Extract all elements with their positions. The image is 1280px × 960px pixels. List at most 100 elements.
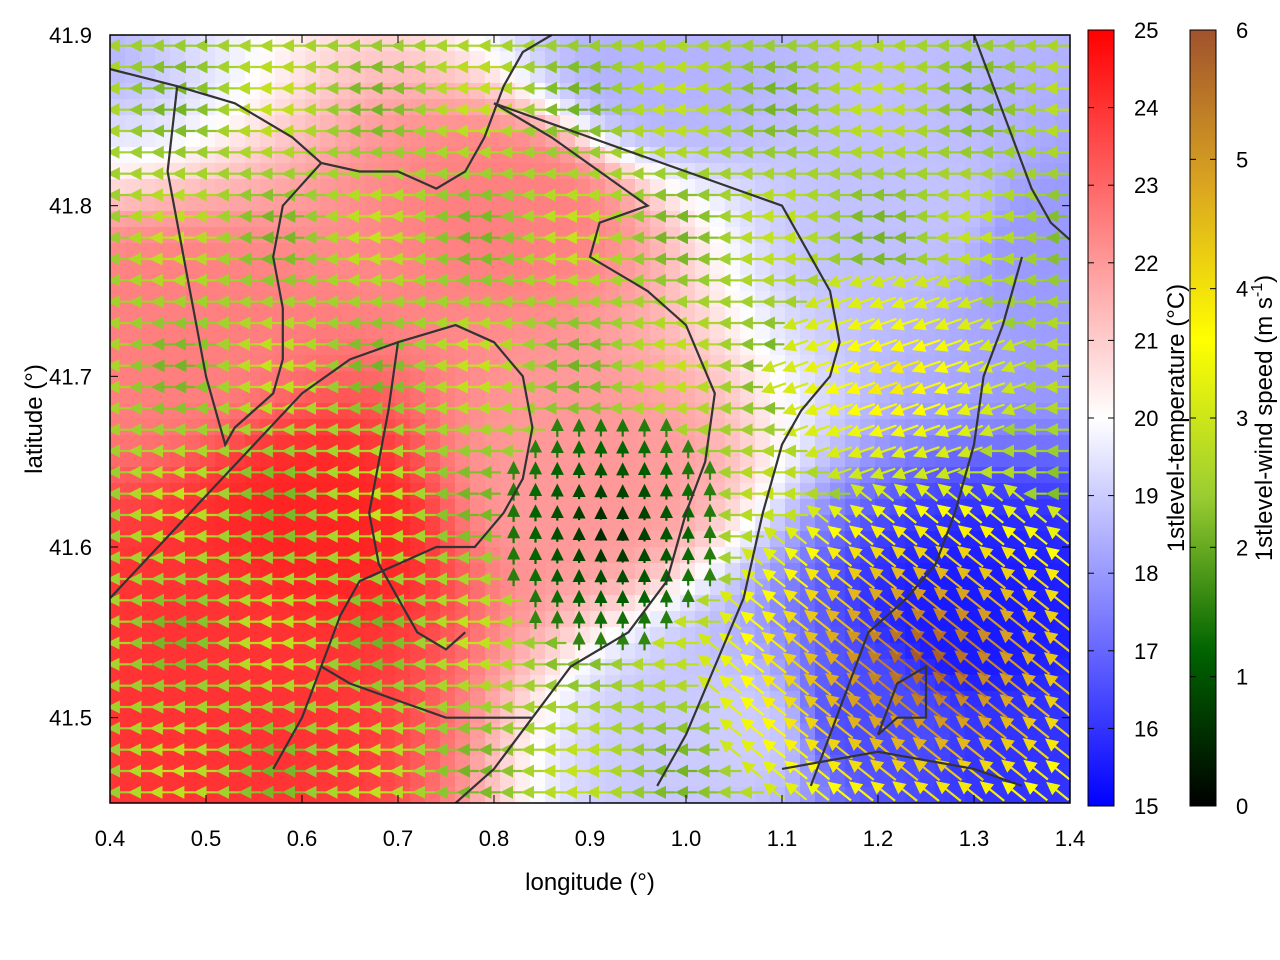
heat-cell — [170, 99, 186, 116]
heat-cell — [605, 339, 621, 356]
heat-cell — [860, 451, 876, 468]
heat-cell — [380, 179, 396, 196]
heat-cell — [965, 131, 981, 148]
heat-cell — [425, 83, 441, 100]
heat-cell — [1055, 451, 1070, 468]
heat-cell — [545, 643, 561, 660]
heat-cell — [935, 51, 951, 68]
heat-cell — [215, 691, 231, 708]
heat-cell — [1025, 83, 1041, 100]
heat-cell — [665, 131, 681, 148]
heat-cell — [935, 307, 951, 324]
heat-cell — [230, 691, 246, 708]
heat-cell — [920, 147, 936, 164]
heat-cell — [785, 435, 801, 452]
heat-cell — [635, 179, 651, 196]
heat-cell — [605, 355, 621, 372]
heat-cell — [140, 643, 156, 660]
heat-cell — [245, 755, 261, 772]
heat-cell — [725, 403, 741, 420]
heat-cell — [785, 467, 801, 484]
heat-cell — [620, 131, 636, 148]
heat-cell — [650, 595, 666, 612]
heat-cell — [845, 115, 861, 132]
heat-cell — [530, 691, 546, 708]
heat-cell — [800, 483, 816, 500]
heat-cell — [860, 67, 876, 84]
heat-cell — [635, 723, 651, 740]
heat-cell — [530, 675, 546, 692]
heat-cell — [440, 435, 456, 452]
heat-cell — [365, 755, 381, 772]
heat-cell — [665, 259, 681, 276]
heat-cell — [170, 659, 186, 676]
heat-cell — [155, 355, 171, 372]
heat-cell — [740, 147, 756, 164]
heat-cell — [125, 387, 141, 404]
heat-cell — [125, 115, 141, 132]
heat-cell — [1055, 691, 1070, 708]
colorbar-tick-label: 22 — [1134, 251, 1158, 276]
heat-cell — [125, 467, 141, 484]
heat-cell — [260, 467, 276, 484]
heat-cell — [365, 643, 381, 660]
heat-cell — [635, 499, 651, 516]
heat-cell — [110, 403, 126, 420]
heat-cell — [425, 563, 441, 580]
heat-cell — [245, 451, 261, 468]
heat-cell — [965, 51, 981, 68]
heat-cell — [575, 499, 591, 516]
heat-cell — [140, 275, 156, 292]
heat-cell — [920, 499, 936, 516]
heat-cell — [650, 627, 666, 644]
heat-cell — [890, 227, 906, 244]
heat-cell — [290, 307, 306, 324]
heat-cell — [815, 131, 831, 148]
heat-cell — [365, 579, 381, 596]
heat-cell — [350, 739, 366, 756]
heat-cell — [245, 659, 261, 676]
heat-cell — [185, 51, 201, 68]
heat-cell — [995, 35, 1011, 52]
heat-cell — [920, 227, 936, 244]
heat-cell — [470, 259, 486, 276]
heat-cell — [455, 675, 471, 692]
heat-cell — [290, 403, 306, 420]
heat-cell — [740, 355, 756, 372]
heat-cell — [560, 67, 576, 84]
heat-cell — [500, 659, 516, 676]
heat-cell — [365, 99, 381, 116]
heat-cell — [125, 547, 141, 564]
heat-cell — [815, 147, 831, 164]
heat-cell — [185, 627, 201, 644]
heat-cell — [1040, 115, 1056, 132]
heat-cell — [425, 115, 441, 132]
heat-cell — [785, 83, 801, 100]
heat-cell — [470, 307, 486, 324]
heat-cell — [500, 147, 516, 164]
heat-cell — [125, 227, 141, 244]
heat-cell — [485, 419, 501, 436]
heat-cell — [320, 291, 336, 308]
heat-cell — [740, 451, 756, 468]
heat-cell — [170, 323, 186, 340]
heat-cell — [830, 483, 846, 500]
heat-cell — [305, 451, 321, 468]
heat-cell — [320, 723, 336, 740]
heat-cell — [800, 67, 816, 84]
heat-cell — [740, 643, 756, 660]
heat-cell — [110, 563, 126, 580]
heat-cell — [920, 99, 936, 116]
heat-cell — [620, 643, 636, 660]
heat-cell — [740, 51, 756, 68]
heat-cell — [275, 67, 291, 84]
heat-cell — [290, 515, 306, 532]
heat-cell — [500, 291, 516, 308]
heat-cell — [710, 115, 726, 132]
heat-cell — [575, 531, 591, 548]
heat-cell — [500, 243, 516, 260]
heat-cell — [1010, 99, 1026, 116]
heat-cell — [845, 147, 861, 164]
heat-cell — [1010, 51, 1026, 68]
heat-cell — [440, 723, 456, 740]
